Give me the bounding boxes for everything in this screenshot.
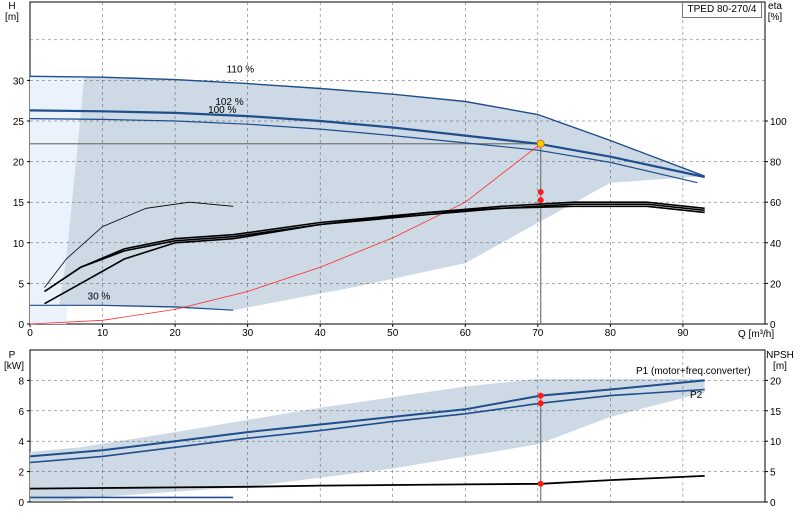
npsh-axis-label-unit: [m]	[773, 361, 787, 372]
x-tick-label: 90	[677, 328, 689, 339]
p-tick-label: 2	[18, 468, 24, 479]
p2-label: P2	[690, 390, 703, 401]
y-axis-label-left-unit: [m]	[5, 12, 19, 23]
npsh-tick-label: 5	[770, 468, 776, 479]
npsh-curve	[29, 475, 705, 490]
operating-area	[30, 76, 705, 311]
x-axis-label: Q [m³/h]	[738, 329, 774, 340]
chart-title: TPED 80-270/4	[682, 2, 762, 18]
p-tick-label: 0	[18, 498, 24, 509]
y-axis-label-right: eta	[768, 1, 782, 12]
p1-duty-marker	[537, 392, 544, 399]
x-tick-label: 70	[532, 328, 544, 339]
x-tick-label: 30	[242, 328, 254, 339]
head-curve-110-	[29, 75, 705, 177]
p2-curve	[29, 388, 705, 464]
efficiency-duty-marker	[537, 189, 544, 196]
speed-label: 110 %	[227, 64, 255, 75]
y-tick-label-right: 20	[770, 279, 782, 290]
efficiency-curve	[44, 201, 234, 288]
x-tick-label: 10	[97, 328, 109, 339]
npsh-tick-label: 0	[770, 498, 776, 509]
y-tick-label-left: 5	[18, 279, 24, 290]
npsh-duty-marker	[537, 480, 544, 487]
x-tick-label: 60	[460, 328, 472, 339]
y-tick-label-left: 15	[13, 198, 25, 209]
y-tick-label-right: 100	[770, 117, 787, 128]
p-tick-label: 6	[18, 407, 24, 418]
y-tick-label-right: 40	[770, 239, 782, 250]
x-tick-label: 50	[387, 328, 399, 339]
speed-label: 100 %	[208, 105, 236, 116]
p-axis-label: P	[9, 350, 16, 361]
head-curve-system-curve	[29, 143, 541, 325]
y-tick-label-left: 25	[13, 117, 25, 128]
y-tick-label-left: 0	[18, 320, 24, 331]
speed-label: 30 %	[88, 292, 111, 303]
efficiency-duty-marker	[537, 197, 544, 204]
head-curve-100-	[29, 118, 698, 184]
npsh-tick-label: 15	[770, 407, 782, 418]
y-tick-label-right: 0	[770, 320, 776, 331]
y-axis-label-left: H	[8, 1, 15, 12]
efficiency-curve	[44, 205, 705, 305]
y-tick-label-left: 10	[13, 239, 25, 250]
npsh-axis-label: NPSH	[766, 350, 794, 361]
npsh-tick-label: 10	[770, 437, 782, 448]
p1-label: P1 (motor+freq.converter)	[636, 366, 751, 377]
y-tick-label-right: 60	[770, 198, 782, 209]
y-tick-label-right: 80	[770, 158, 782, 169]
y-tick-label-left: 20	[13, 158, 25, 169]
x-tick-label: 80	[605, 328, 617, 339]
head-duty-marker	[536, 139, 545, 148]
power-operating-area	[30, 378, 705, 501]
p1-curve	[29, 379, 705, 458]
efficiency-curve	[44, 201, 705, 293]
p2-duty-marker	[537, 400, 544, 407]
p-tick-label: 4	[18, 437, 24, 448]
head-curve-30-	[30, 304, 234, 311]
x-tick-label: 40	[315, 328, 327, 339]
x-tick-label: 0	[27, 328, 33, 339]
head-curve-102-	[29, 109, 705, 179]
y-axis-label-right-unit: [%]	[768, 12, 783, 23]
p-tick-label: 8	[18, 376, 24, 387]
p-axis-label-unit: [kW]	[4, 361, 24, 372]
npsh-tick-label: 20	[770, 376, 782, 387]
y-tick-label-left: 30	[13, 76, 25, 87]
speed-label: 102 %	[215, 97, 243, 108]
x-tick-label: 20	[170, 328, 182, 339]
